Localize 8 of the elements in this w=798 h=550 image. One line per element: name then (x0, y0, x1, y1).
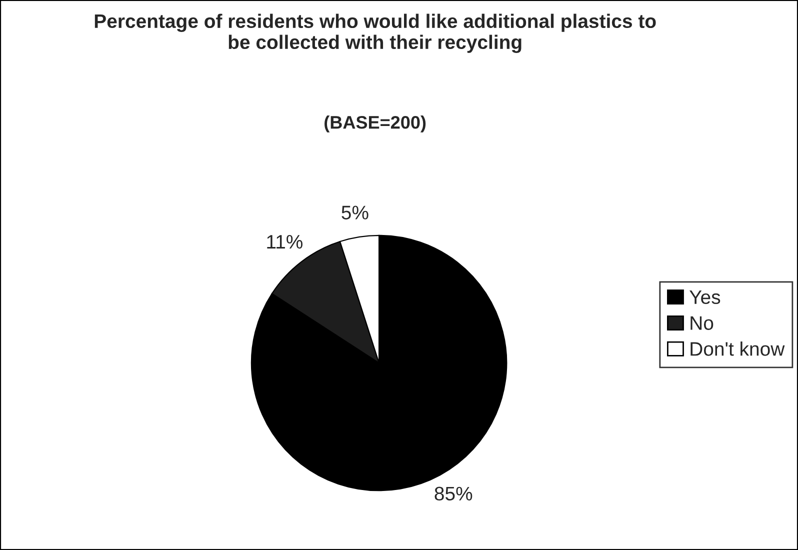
legend-label: No (690, 316, 714, 330)
data-label: 11% (267, 234, 302, 249)
legend-label: Yes (690, 290, 720, 304)
data-label: 5% (342, 206, 368, 220)
data-label: 85% (434, 486, 472, 501)
chart-title: Percentage of residents who would like additional plastics to be collected with their recycling (94, 14, 656, 53)
chart-subtitle: (BASE=200) (324, 116, 426, 132)
legend-label: Don't know (690, 342, 785, 356)
